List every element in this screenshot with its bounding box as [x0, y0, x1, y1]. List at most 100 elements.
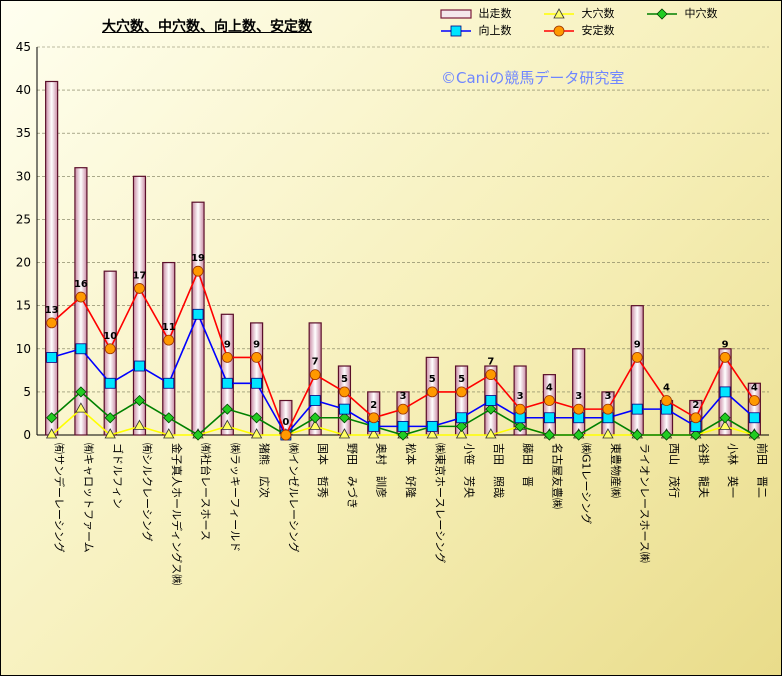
legend-label: 出走数	[478, 7, 512, 20]
point	[456, 412, 467, 424]
category-label: 東豊物産㈱	[609, 443, 623, 498]
data-label: 9	[634, 339, 641, 350]
point	[631, 429, 643, 441]
point	[251, 412, 263, 424]
legend-diamond-swatch	[647, 8, 677, 20]
point	[133, 394, 146, 407]
category-label: 西山 茂行	[668, 443, 682, 498]
legend-item-oana: 大穴数	[542, 7, 615, 21]
data-label: 9	[224, 339, 231, 350]
legend-label: 大穴数	[581, 7, 615, 20]
point	[133, 419, 146, 430]
point	[397, 420, 409, 432]
legend-square-swatch	[441, 25, 471, 37]
point	[397, 403, 409, 415]
point	[339, 403, 350, 415]
point	[46, 412, 58, 424]
point	[75, 402, 87, 413]
point	[104, 428, 116, 439]
point	[104, 412, 116, 424]
point	[485, 395, 497, 406]
category-label: 猪熊 広次	[258, 443, 272, 498]
category-label: 松本 好隆	[404, 443, 418, 498]
category-label: 金子真人ホールディングス㈱	[170, 443, 184, 585]
category-label: 吉田 照哉	[492, 443, 506, 498]
bar	[220, 313, 234, 436]
point	[719, 386, 731, 398]
point	[690, 429, 702, 441]
point	[748, 395, 760, 406]
data-label: 11	[162, 322, 176, 333]
data-label: 2	[692, 400, 699, 411]
y-tick-label: 45	[16, 40, 31, 54]
legend-label: 中穴数	[684, 7, 718, 20]
point	[719, 419, 731, 430]
category-label: 小笹 芳央	[463, 443, 477, 498]
point	[602, 428, 614, 439]
point	[192, 308, 204, 320]
point	[748, 412, 760, 424]
point	[543, 429, 555, 441]
point	[104, 343, 116, 355]
legend: 出走数 大穴数 中穴数 向上数	[439, 7, 739, 41]
point	[544, 412, 555, 424]
point	[426, 420, 438, 432]
data-label: 5	[429, 374, 436, 385]
point	[134, 360, 145, 372]
point	[455, 428, 468, 439]
data-label: 7	[312, 357, 319, 368]
point	[426, 428, 438, 439]
point	[221, 419, 233, 430]
point	[748, 429, 760, 441]
point	[368, 412, 380, 424]
data-label: 4	[751, 383, 758, 394]
data-label: 10	[103, 331, 117, 342]
legend-label: 安定数	[581, 24, 615, 37]
y-tick-label: 5	[23, 385, 31, 399]
point	[485, 403, 497, 415]
point	[75, 291, 87, 303]
point	[631, 351, 643, 363]
point	[221, 377, 233, 389]
point	[573, 429, 585, 441]
category-label: ㈱東京ホースレーシング	[433, 443, 447, 563]
category-label: ㈲サンデーレーシング	[53, 443, 67, 553]
point	[719, 412, 731, 424]
point	[221, 403, 233, 415]
y-tick-label: 15	[16, 299, 31, 313]
point	[309, 419, 321, 430]
point	[660, 429, 673, 441]
point	[338, 428, 351, 439]
category-label: ㈲シルクレーシング	[140, 443, 154, 542]
data-label: 4	[663, 383, 670, 394]
point	[573, 403, 585, 415]
point	[426, 386, 438, 398]
category-label: 奥村 訓彦	[375, 443, 389, 498]
point	[75, 343, 87, 355]
point	[250, 428, 263, 439]
data-label: 3	[604, 391, 611, 402]
category-label: 名古屋友豊㈱	[550, 443, 564, 509]
point	[104, 377, 116, 389]
point	[163, 334, 175, 346]
legend-circle-swatch	[544, 25, 574, 37]
point	[46, 351, 58, 363]
point	[221, 351, 233, 363]
data-label: 3	[575, 391, 582, 402]
point	[544, 395, 555, 406]
point	[631, 403, 643, 415]
point	[338, 412, 351, 424]
category-label: ㈱インゼルレーシング	[287, 443, 301, 553]
legend-item-antei: 安定数	[542, 24, 615, 38]
data-label: 17	[133, 270, 147, 281]
data-label: 5	[341, 374, 348, 385]
data-label: 13	[45, 305, 59, 316]
y-tick-label: 20	[16, 256, 31, 270]
data-label: 9	[253, 339, 260, 350]
data-label: 5	[458, 374, 465, 385]
point	[455, 420, 468, 432]
y-tick-label: 0	[23, 428, 31, 442]
category-label: 藤田 晋	[521, 443, 534, 487]
